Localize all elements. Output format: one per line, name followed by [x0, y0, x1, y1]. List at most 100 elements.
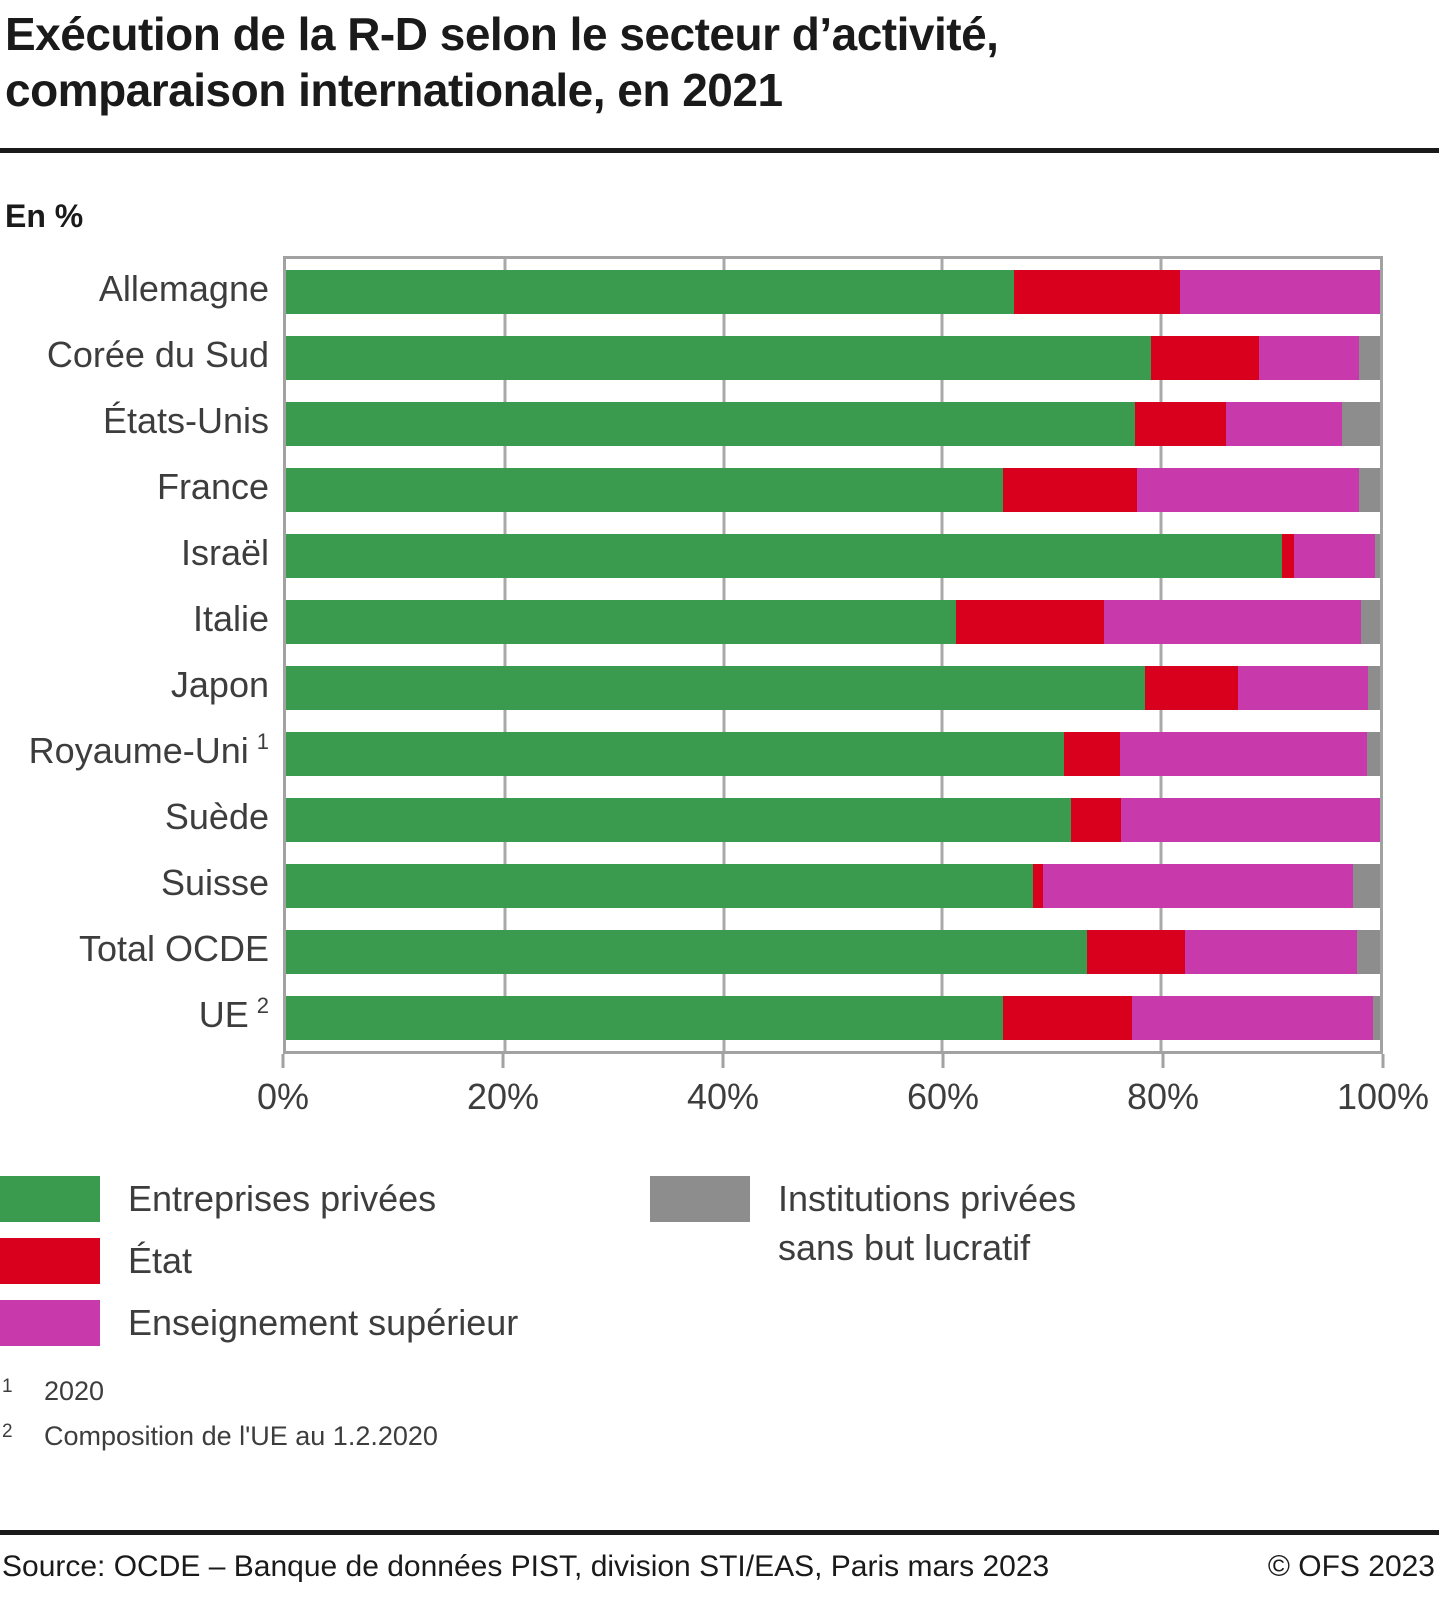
category-label: Suède	[164, 796, 269, 837]
legend-label: Institutions privées sans but lucratif	[778, 1176, 1076, 1274]
bar-segment	[1119, 732, 1367, 776]
unit-label: En %	[5, 198, 84, 234]
chart-row	[286, 655, 1380, 721]
bar-segment	[1151, 336, 1259, 380]
gridline	[940, 259, 944, 1051]
chart-title: Exécution de la R-D selon le secteur d’a…	[5, 6, 999, 118]
chart-row	[286, 919, 1380, 985]
bar-segment	[1281, 534, 1294, 578]
bar-segment	[1237, 666, 1368, 710]
tick-mark	[941, 1054, 945, 1068]
bar-segment	[1063, 732, 1120, 776]
bar-segment	[1185, 930, 1357, 974]
category-label: Corée du Sud	[46, 334, 269, 375]
bar-segment	[1361, 600, 1380, 644]
gridlines	[286, 259, 1380, 1051]
category-label: Royaume-Uni 1	[28, 729, 269, 771]
bar-segment	[1086, 930, 1186, 974]
legend-item-etat: État	[0, 1238, 192, 1284]
title-line-2: comparaison internationale, en 2021	[5, 64, 783, 116]
chart-row	[286, 391, 1380, 457]
stacked-bar-chart: Allemagne Corée du Sud États-Unis France Isr…	[0, 256, 1439, 1117]
stacked-bar	[286, 336, 1380, 380]
bar-segment	[1359, 336, 1380, 380]
x-tick-label: 40%	[686, 1076, 760, 1117]
stacked-bar	[286, 270, 1380, 314]
legend-label: Entreprises privées	[128, 1178, 437, 1219]
bar-segment	[286, 864, 1034, 908]
chart-row	[286, 325, 1380, 391]
x-tick-label: 0%	[256, 1076, 310, 1117]
bar-segment	[286, 534, 1282, 578]
x-tick-label: 60%	[906, 1076, 980, 1117]
bar-segment	[1366, 732, 1380, 776]
bar-segment	[1341, 402, 1380, 446]
category-label: Suisse	[160, 862, 269, 903]
bar-segment	[1225, 402, 1342, 446]
category-label: Allemagne	[98, 268, 269, 309]
tick-mark	[1381, 1054, 1385, 1068]
x-tick-label: 80%	[1126, 1076, 1200, 1117]
bar-segment	[1013, 270, 1180, 314]
bar-segment	[1120, 798, 1380, 842]
bar-segment	[286, 666, 1145, 710]
bar-segment	[1374, 534, 1380, 578]
legend-swatch-gray	[650, 1176, 750, 1222]
legend-label: État	[128, 1240, 193, 1281]
bar-segment	[1144, 666, 1238, 710]
x-axis-ticks	[281, 1054, 1385, 1068]
footnote-1-text: 2020	[44, 1376, 105, 1406]
bar-segment	[286, 996, 1003, 1040]
title-divider	[0, 148, 1439, 153]
x-tick-label: 100%	[1336, 1076, 1430, 1117]
bar-segment	[1131, 996, 1374, 1040]
bar-segment	[1134, 402, 1226, 446]
bar-segment	[1352, 864, 1380, 908]
legend-item-enseignement: Enseignement supérieur	[0, 1300, 518, 1346]
bar-segment	[1293, 534, 1375, 578]
bar-segment	[1258, 336, 1360, 380]
bar-segment	[1043, 864, 1353, 908]
stacked-bar	[286, 798, 1380, 842]
source-text: Source: OCDE – Banque de données PIST, d…	[2, 1550, 1050, 1583]
stacked-bar	[286, 732, 1380, 776]
stacked-bar	[286, 600, 1380, 644]
stacked-bar	[286, 666, 1380, 710]
tick-mark	[281, 1054, 285, 1068]
tick-mark	[721, 1054, 725, 1068]
tick-mark	[1161, 1054, 1165, 1068]
bar-segment	[286, 798, 1072, 842]
category-label: Japon	[170, 664, 269, 705]
tick-mark	[501, 1054, 505, 1068]
bar-segment	[1373, 996, 1380, 1040]
bar-segment	[286, 270, 1014, 314]
legend-swatch-magenta	[0, 1300, 100, 1346]
stacked-bar	[286, 534, 1380, 578]
legend-item-institutions: Institutions privées sans but lucratif	[650, 1176, 1076, 1274]
category-labels: Allemagne Corée du Sud États-Unis France Isr…	[0, 256, 269, 1048]
x-tick-label: 20%	[466, 1076, 540, 1117]
chart-row	[286, 523, 1380, 589]
title-line-1: Exécution de la R-D selon le secteur d’a…	[5, 8, 999, 60]
footnote-2-text: Composition de l'UE au 1.2.2020	[44, 1421, 438, 1451]
x-axis-labels: 0% 20% 40% 60% 80% 100%	[257, 1076, 1429, 1120]
category-label: Israël	[180, 532, 269, 573]
legend-label-line-2: sans but lucratif	[778, 1227, 1031, 1268]
chart-row	[286, 457, 1380, 523]
bar-segment	[286, 732, 1064, 776]
category-label: UE 2	[198, 993, 269, 1035]
legend-label: Enseignement supérieur	[128, 1302, 519, 1343]
chart-row	[286, 853, 1380, 919]
bar-rows	[286, 259, 1380, 1051]
legend-item-entreprises: Entreprises privées	[0, 1176, 436, 1222]
stacked-bar	[286, 468, 1380, 512]
category-label: Total OCDE	[78, 928, 269, 969]
bar-segment	[1367, 666, 1380, 710]
bar-segment	[286, 336, 1152, 380]
bar-segment	[1071, 798, 1121, 842]
bar-segment	[1137, 468, 1360, 512]
chart-row	[286, 787, 1380, 853]
chart-row	[286, 589, 1380, 655]
footnote-2-marker: 2	[2, 1421, 13, 1442]
